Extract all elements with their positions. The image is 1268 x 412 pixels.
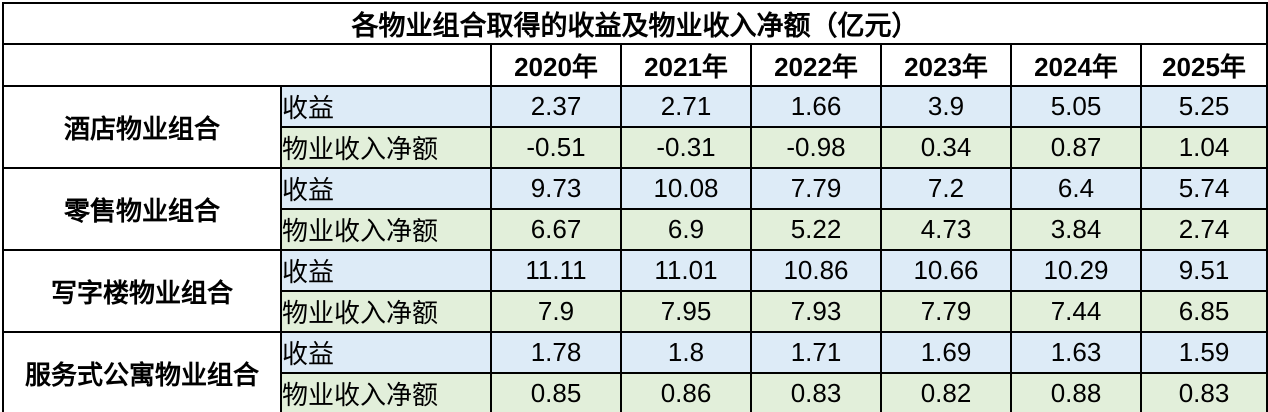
row-label-cell: 物业收入净额	[280, 126, 492, 169]
value-cell: 1.71	[750, 331, 882, 374]
value-cell: 1.59	[1140, 331, 1268, 374]
value-cell: 7.2	[880, 167, 1012, 210]
value-cell: 5.22	[750, 208, 882, 251]
value-cell: 6.67	[490, 208, 622, 251]
value-cell: 7.44	[1010, 290, 1142, 333]
value-cell: 0.86	[620, 372, 752, 412]
group-name-cell: 写字楼物业组合	[2, 249, 282, 333]
value-cell: 5.05	[1010, 85, 1142, 128]
row-label-cell: 物业收入净额	[280, 208, 492, 251]
table-row: 酒店物业组合 收益 2.37 2.71 1.66 3.9 5.05 5.25	[2, 85, 1268, 169]
year-header: 2024年	[1010, 43, 1142, 87]
value-cell: 10.66	[880, 249, 1012, 292]
table-row: 服务式公寓物业组合 收益 1.78 1.8 1.71 1.69 1.63 1.59	[2, 331, 1268, 412]
value-cell: 3.84	[1010, 208, 1142, 251]
value-cell: 1.78	[490, 331, 622, 374]
row-label-cell: 收益	[280, 167, 492, 210]
value-cell: 1.66	[750, 85, 882, 128]
value-cell: 10.86	[750, 249, 882, 292]
year-header: 2023年	[880, 43, 1012, 87]
value-cell: 7.93	[750, 290, 882, 333]
year-header: 2021年	[620, 43, 752, 87]
value-cell: 0.82	[880, 372, 1012, 412]
value-cell: 0.83	[1140, 372, 1268, 412]
value-cell: 6.9	[620, 208, 752, 251]
value-cell: 0.85	[490, 372, 622, 412]
row-label-cell: 物业收入净额	[280, 290, 492, 333]
year-header: 2020年	[490, 43, 622, 87]
value-cell: 2.71	[620, 85, 752, 128]
row-label-cell: 收益	[280, 331, 492, 374]
value-cell: 7.95	[620, 290, 752, 333]
year-header: 2022年	[750, 43, 882, 87]
table-row: 写字楼物业组合 收益 11.11 11.01 10.86 10.66 10.29 9.51	[2, 249, 1268, 333]
group-name-cell: 服务式公寓物业组合	[2, 331, 282, 412]
value-cell: 9.73	[490, 167, 622, 210]
value-cell: 7.9	[490, 290, 622, 333]
value-cell: 0.34	[880, 126, 1012, 169]
value-cell: 10.08	[620, 167, 752, 210]
value-cell: -0.51	[490, 126, 622, 169]
title-row: 各物业组合取得的收益及物业收入净额（亿元）	[2, 2, 1268, 45]
value-cell: 6.85	[1140, 290, 1268, 333]
value-cell: 0.83	[750, 372, 882, 412]
value-cell: 1.69	[880, 331, 1012, 374]
value-cell: 10.29	[1010, 249, 1142, 292]
year-header-row: 2020年 2021年 2022年 2023年 2024年 2025年	[2, 43, 1268, 87]
table-row: 物业收入净额 -0.51 -0.31 -0.98 0.34 0.87 1.04	[3, 126, 1268, 169]
row-label-cell: 收益	[280, 85, 492, 128]
value-cell: 2.74	[1140, 208, 1268, 251]
value-cell: -0.98	[750, 126, 882, 169]
value-cell: 1.63	[1010, 331, 1142, 374]
table-row: 零售物业组合 收益 9.73 10.08 7.79 7.2 6.4 5.74	[2, 167, 1268, 251]
value-cell: 11.01	[620, 249, 752, 292]
group-name-cell: 零售物业组合	[2, 167, 282, 251]
value-cell: -0.31	[620, 126, 752, 169]
value-cell: 11.11	[490, 249, 622, 292]
row-label-cell: 收益	[280, 249, 492, 292]
table-row: 物业收入净额 0.85 0.86 0.83 0.82 0.88 0.83	[3, 372, 1268, 412]
table-row: 物业收入净额 6.67 6.9 5.22 4.73 3.84 2.74	[3, 208, 1268, 251]
value-cell: 9.51	[1140, 249, 1268, 292]
value-cell: 0.88	[1010, 372, 1142, 412]
value-cell: 5.25	[1140, 85, 1268, 128]
value-cell: 3.9	[880, 85, 1012, 128]
value-cell: 7.79	[880, 290, 1012, 333]
table-title: 各物业组合取得的收益及物业收入净额（亿元）	[2, 2, 1268, 45]
value-cell: 5.74	[1140, 167, 1268, 210]
value-cell: 1.04	[1140, 126, 1268, 169]
group-name-cell: 酒店物业组合	[2, 85, 282, 169]
value-cell: 0.87	[1010, 126, 1142, 169]
value-cell: 4.73	[880, 208, 1012, 251]
table-row: 物业收入净额 7.9 7.95 7.93 7.79 7.44 6.85	[3, 290, 1268, 333]
value-cell: 2.37	[490, 85, 622, 128]
value-cell: 7.79	[750, 167, 882, 210]
corner-cell	[2, 43, 492, 87]
value-cell: 1.8	[620, 331, 752, 374]
year-header: 2025年	[1140, 43, 1268, 87]
row-label-cell: 物业收入净额	[280, 372, 492, 412]
value-cell: 6.4	[1010, 167, 1142, 210]
